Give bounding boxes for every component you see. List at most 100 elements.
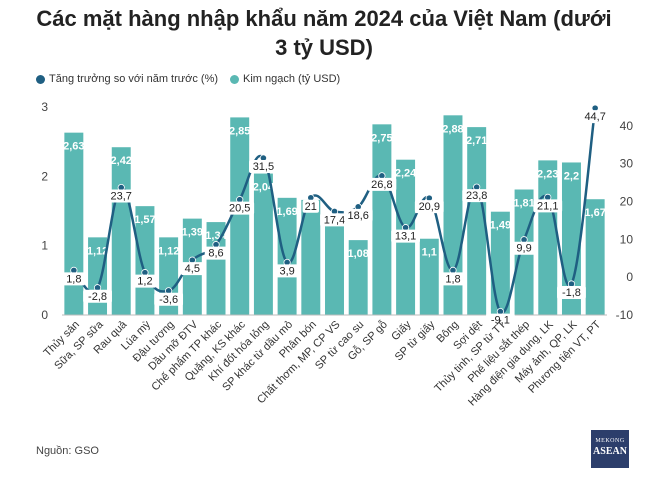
bar bbox=[64, 132, 84, 315]
bar-value-label: 2,88 bbox=[442, 123, 463, 135]
bar-value-label: 2,63 bbox=[63, 141, 84, 153]
bar-value-label: 2,71 bbox=[466, 135, 487, 147]
bar bbox=[135, 206, 155, 315]
y-right-tick-label: 20 bbox=[620, 195, 634, 209]
growth-label-bg bbox=[414, 200, 444, 214]
growth-value-label: -2,8 bbox=[88, 291, 107, 303]
growth-label-bg bbox=[154, 292, 184, 306]
growth-label-bg bbox=[83, 289, 112, 303]
growth-label-bg bbox=[133, 274, 157, 288]
growth-label-bg bbox=[181, 262, 204, 276]
bar-value-label: 1,1 bbox=[422, 247, 437, 259]
growth-value-label: 31,5 bbox=[253, 161, 274, 173]
growth-label-bg bbox=[204, 246, 228, 260]
growth-value-label: 4,5 bbox=[185, 263, 200, 275]
growth-label-bg bbox=[302, 199, 320, 213]
growth-value-label: -1,8 bbox=[562, 287, 581, 299]
growth-label-bg bbox=[557, 285, 586, 299]
legend-label-value: Kim ngạch (tỷ USD) bbox=[243, 73, 341, 85]
bar-value-label: 2,24 bbox=[395, 168, 417, 180]
bar-value-label: 2,23 bbox=[537, 168, 558, 180]
y-right-tick-label: 10 bbox=[620, 232, 634, 246]
growth-value-label: 17,4 bbox=[324, 214, 345, 226]
bar bbox=[585, 199, 605, 315]
growth-value-label: 1,8 bbox=[66, 273, 81, 285]
bar-value-label: 2,42 bbox=[111, 155, 132, 167]
growth-label-bg bbox=[533, 199, 563, 213]
growth-value-label: 1,2 bbox=[137, 276, 152, 288]
legend-item-growth: Tăng trưởng so với năm trước (%) bbox=[36, 73, 218, 85]
growth-value-label: 21 bbox=[305, 201, 317, 213]
growth-label-bg bbox=[320, 213, 349, 227]
growth-value-label: 23,7 bbox=[111, 191, 132, 203]
growth-value-label: 23,8 bbox=[466, 190, 487, 202]
legend: Tăng trưởng so với năm trước (%) Kim ngạ… bbox=[36, 73, 352, 85]
bar-value-label: 1,12 bbox=[87, 245, 108, 257]
y-right-tick-label: 30 bbox=[620, 157, 634, 171]
growth-label-bg bbox=[512, 241, 536, 255]
source-note: Nguồn: GSO bbox=[36, 445, 99, 457]
growth-value-label: 26,8 bbox=[371, 179, 392, 191]
bar-value-label: 1,12 bbox=[158, 245, 179, 257]
bar bbox=[206, 222, 226, 315]
bar-value-label: 1,67 bbox=[584, 207, 605, 219]
bar-value-label: 1,08 bbox=[347, 248, 368, 260]
growth-label-bg bbox=[391, 229, 420, 243]
chart-title: Các mặt hàng nhập khẩu năm 2024 của Việt… bbox=[0, 4, 648, 62]
growth-value-label: 20,9 bbox=[419, 201, 440, 213]
bar bbox=[277, 197, 297, 315]
bar bbox=[467, 127, 487, 316]
chart-title-line-2: 3 tỷ USD) bbox=[275, 35, 373, 60]
growth-label-bg bbox=[275, 264, 299, 278]
bar bbox=[538, 160, 558, 315]
y-left-tick-label: 2 bbox=[41, 169, 48, 183]
growth-value-label: -9,1 bbox=[491, 315, 510, 327]
bar bbox=[561, 162, 581, 315]
bar-value-label: 1,49 bbox=[490, 220, 511, 232]
bar-value-label: 2,85 bbox=[229, 125, 250, 137]
bar bbox=[348, 240, 368, 315]
growth-label-bg bbox=[106, 189, 136, 203]
growth-value-label: 21,1 bbox=[537, 200, 558, 212]
bar bbox=[419, 238, 439, 315]
y-right-tick-label: -10 bbox=[616, 308, 634, 322]
bar bbox=[301, 199, 321, 315]
growth-value-label: 8,6 bbox=[208, 248, 223, 260]
bar-value-label: 1,39 bbox=[182, 227, 203, 239]
bar bbox=[325, 224, 344, 315]
bar-value-label: 1,81 bbox=[513, 198, 534, 210]
growth-label-bg bbox=[580, 110, 610, 124]
legend-label-growth: Tăng trưởng so với năm trước (%) bbox=[49, 73, 219, 85]
bar bbox=[372, 124, 392, 315]
logo-line-2: ASEAN bbox=[593, 446, 627, 457]
legend-swatch-growth bbox=[36, 74, 45, 84]
bar-value-label: 1,57 bbox=[134, 214, 155, 226]
growth-value-label: 20,5 bbox=[229, 203, 250, 215]
bar-value-label: 2,2 bbox=[564, 170, 579, 182]
growth-label-bg bbox=[462, 189, 492, 203]
y-left-tick-label: 1 bbox=[41, 239, 48, 253]
mekong-asean-logo: MEKONG ASEAN bbox=[591, 430, 629, 468]
growth-value-label: -3,6 bbox=[159, 294, 178, 306]
growth-value-label: 9,9 bbox=[516, 243, 531, 255]
bar bbox=[111, 147, 131, 315]
growth-value-label: 1,8 bbox=[445, 273, 460, 285]
chart-title-line-1: Các mặt hàng nhập khẩu năm 2024 của Việt… bbox=[36, 6, 612, 31]
growth-label-bg bbox=[225, 201, 255, 215]
growth-label-bg bbox=[249, 160, 278, 174]
y-right-tick-label: 40 bbox=[620, 119, 634, 133]
logo-line-1: MEKONG bbox=[595, 438, 625, 444]
y-left-tick-label: 0 bbox=[41, 308, 48, 322]
y-left-tick-label: 3 bbox=[41, 100, 48, 114]
growth-label-bg bbox=[367, 177, 397, 191]
growth-label-bg bbox=[62, 272, 86, 286]
growth-value-label: 13,1 bbox=[395, 231, 416, 243]
bar-value-label: 1,69 bbox=[276, 206, 297, 218]
growth-value-label: 44,7 bbox=[584, 111, 605, 123]
legend-swatch-value bbox=[230, 74, 240, 84]
growth-label-bg bbox=[343, 208, 373, 222]
growth-value-label: 3,9 bbox=[279, 265, 294, 277]
legend-item-value: Kim ngạch (tỷ USD) bbox=[230, 73, 340, 85]
bar bbox=[253, 173, 273, 315]
